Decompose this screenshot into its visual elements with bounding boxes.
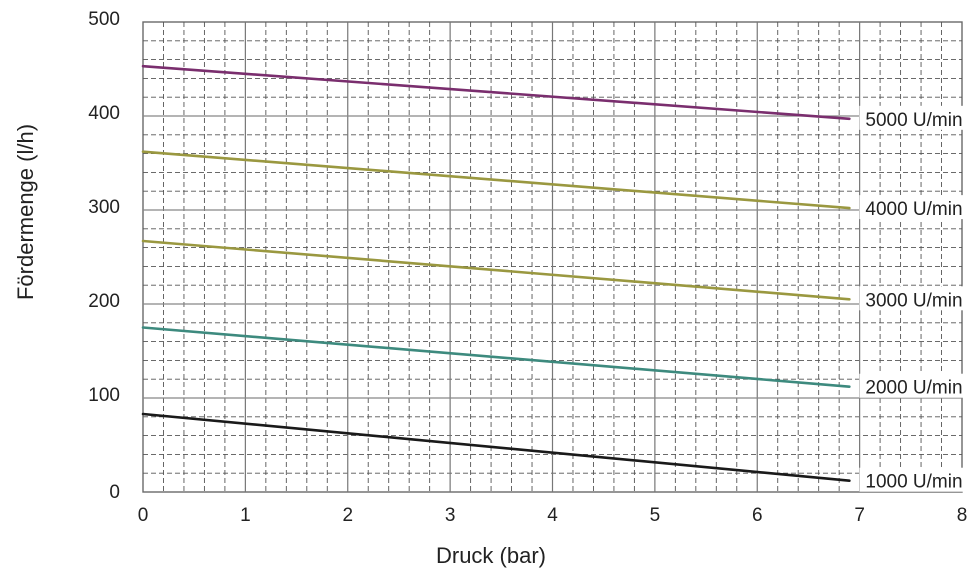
series-label: 3000 U/min <box>865 290 962 311</box>
y-tick-label: 500 <box>88 9 120 30</box>
series-label-background <box>859 373 976 398</box>
series-line <box>141 64 851 121</box>
series-line <box>141 326 851 389</box>
series-line <box>141 239 851 301</box>
x-tick-label: 6 <box>752 505 763 526</box>
series-lines <box>141 64 851 483</box>
x-tick-label: 5 <box>650 505 661 526</box>
series-label-background <box>859 195 976 220</box>
y-tick-label: 400 <box>88 103 120 124</box>
y-tick-label: 300 <box>88 197 120 218</box>
grid <box>142 21 963 493</box>
y-axis-ticks: 0 100 200 300 400 500 <box>88 9 120 503</box>
y-tick-label: 100 <box>88 385 120 406</box>
y-tick-label: 200 <box>88 291 120 312</box>
y-axis-label: Fördermenge (l/h) <box>13 124 38 300</box>
series-label: 1000 U/min <box>865 472 962 493</box>
x-tick-label: 2 <box>342 505 353 526</box>
series-label: 5000 U/min <box>865 110 962 131</box>
series-label: 4000 U/min <box>865 199 962 220</box>
x-axis-ticks: 0 1 2 3 4 5 6 7 8 <box>138 505 968 526</box>
series-label-background <box>859 467 976 492</box>
series-label-background <box>859 105 976 130</box>
x-tick-label: 0 <box>138 505 149 526</box>
series-label: 2000 U/min <box>865 378 962 399</box>
x-tick-label: 3 <box>445 505 456 526</box>
x-tick-label: 4 <box>547 505 558 526</box>
series-label-background <box>859 286 976 311</box>
series-line <box>141 150 851 210</box>
series-line <box>141 412 851 483</box>
x-tick-label: 8 <box>957 505 968 526</box>
y-tick-label: 0 <box>109 482 120 503</box>
x-axis-label: Druck (bar) <box>436 543 546 568</box>
x-tick-label: 1 <box>240 505 251 526</box>
x-tick-label: 7 <box>854 505 865 526</box>
series-labels: 5000 U/min 4000 U/min 3000 U/min 2000 U/min… <box>859 105 976 493</box>
